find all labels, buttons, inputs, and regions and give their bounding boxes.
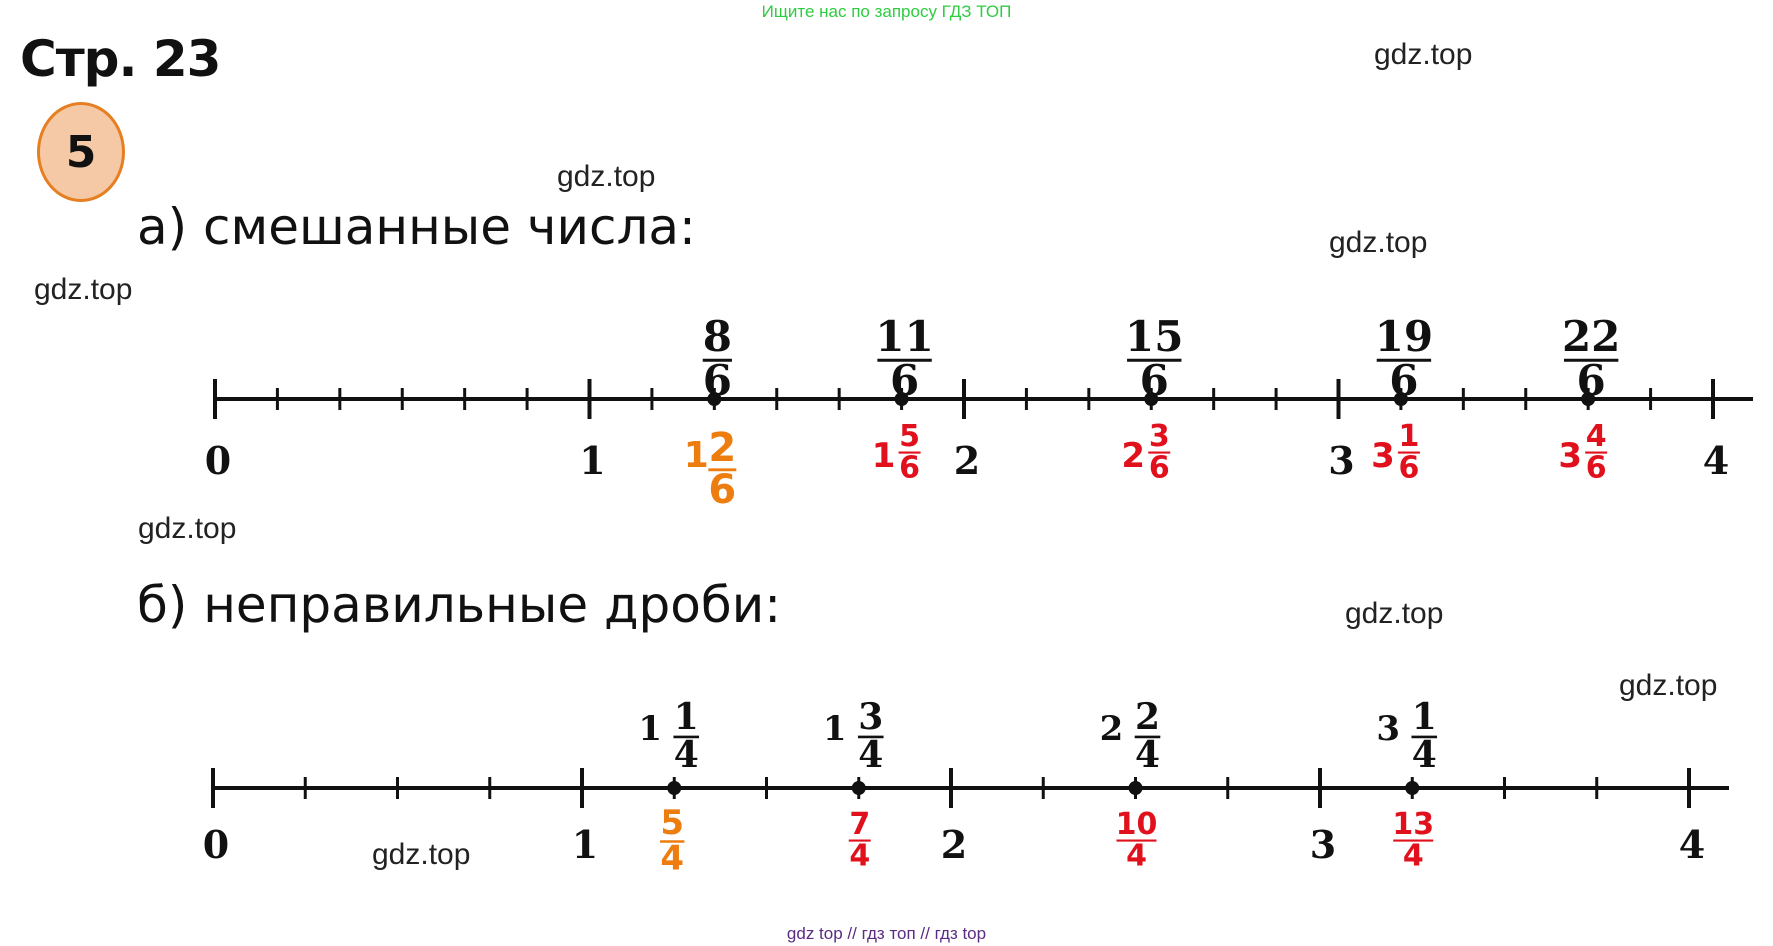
line-b-improper-fraction-denominator: 4 xyxy=(1403,839,1424,874)
line-a-mixed-whole: 1 xyxy=(872,436,896,476)
line-a-point xyxy=(707,392,722,406)
line-a-mixed-whole: 3 xyxy=(1371,436,1395,476)
line-a-improper-fraction-numerator: 15 xyxy=(1125,312,1183,361)
task-number-badge: 5 xyxy=(37,102,125,202)
line-a-axis-label: 1 xyxy=(579,438,605,483)
line-b-axis-label: 4 xyxy=(1679,822,1705,867)
line-b-improper-fraction-denominator: 4 xyxy=(1126,839,1147,874)
line-b-mixed-whole: 1 xyxy=(823,709,847,749)
line-a-improper-fraction-numerator: 19 xyxy=(1375,312,1433,361)
line-a-mixed-fraction-numerator: 3 xyxy=(1149,419,1170,454)
line-a-mixed-fraction-denominator: 6 xyxy=(708,467,736,513)
line-b-mixed-fraction-numerator: 1 xyxy=(674,696,699,738)
line-b-mixed-whole: 3 xyxy=(1376,709,1400,749)
line-b-point xyxy=(1128,781,1143,795)
line-a-axis-label: 3 xyxy=(1328,438,1354,483)
line-b-axis-label: 3 xyxy=(1310,822,1336,867)
line-a-improper-fraction-denominator: 6 xyxy=(703,356,732,405)
line-b-mixed-fraction-numerator: 3 xyxy=(858,696,883,738)
line-b-mixed-fraction-denominator: 4 xyxy=(1135,734,1160,776)
line-b-improper-fraction-numerator: 5 xyxy=(660,803,684,843)
line-a-mixed-whole: 3 xyxy=(1558,436,1582,476)
part-a-heading: а) смешанные числа: xyxy=(137,198,696,256)
line-a-mixed-fraction-numerator: 4 xyxy=(1586,419,1607,454)
line-a-mixed-fraction-numerator: 1 xyxy=(1398,419,1419,454)
line-b-mixed-whole: 1 xyxy=(638,709,662,749)
line-a-axis-label: 4 xyxy=(1703,438,1729,483)
line-a-point xyxy=(894,392,909,406)
line-a-point xyxy=(1144,392,1159,406)
line-a-improper-fraction-denominator: 6 xyxy=(1389,356,1418,405)
line-a-mixed-whole: 1 xyxy=(684,435,709,476)
line-a-improper-fraction-denominator: 6 xyxy=(1577,356,1606,405)
line-b-axis-label: 0 xyxy=(203,822,229,867)
line-b-point xyxy=(667,781,682,795)
line-b-point xyxy=(1405,781,1420,795)
part-b-heading: б) неправильные дроби: xyxy=(137,576,782,634)
line-a-improper-fraction-numerator: 11 xyxy=(875,312,933,361)
line-a-mixed-whole: 2 xyxy=(1121,436,1145,476)
line-a-mixed-fraction-denominator: 6 xyxy=(1398,451,1419,486)
line-a-mixed-fraction-denominator: 6 xyxy=(1586,451,1607,486)
line-a-mixed-fraction-numerator: 5 xyxy=(899,419,920,454)
line-b-mixed-fraction-numerator: 2 xyxy=(1135,696,1160,738)
line-b-improper-fraction-numerator: 7 xyxy=(849,807,870,842)
watermark: gdz.top xyxy=(372,838,471,871)
watermark: gdz.top xyxy=(557,160,656,193)
top-banner: Ищите нас по запросу ГДЗ ТОП xyxy=(761,2,1012,21)
line-b-mixed-fraction-denominator: 4 xyxy=(1412,734,1437,776)
watermark: gdz.top xyxy=(1329,226,1428,259)
line-b-improper-fraction-denominator: 4 xyxy=(660,839,684,879)
line-b-point xyxy=(851,781,866,795)
line-b-axis-label: 2 xyxy=(941,822,967,867)
line-b-mixed-fraction-denominator: 4 xyxy=(674,734,699,776)
line-b-mixed-whole: 2 xyxy=(1100,709,1124,749)
watermark: gdz.top xyxy=(1374,38,1473,71)
line-b-mixed-fraction-numerator: 1 xyxy=(1412,696,1437,738)
line-a-point xyxy=(1393,392,1408,406)
line-a-axis-label: 0 xyxy=(205,438,231,483)
line-a-mixed-fraction-denominator: 6 xyxy=(1149,451,1170,486)
footer-watermark: gdz top // гдз топ // гдз top xyxy=(786,924,987,943)
line-a-improper-fraction-numerator: 8 xyxy=(703,312,732,361)
watermark: gdz.top xyxy=(1619,669,1718,702)
line-b-mixed-fraction-denominator: 4 xyxy=(858,734,883,776)
line-b-axis-label: 1 xyxy=(572,822,598,867)
line-b-improper-fraction-denominator: 4 xyxy=(849,839,870,874)
line-b-improper-fraction-numerator: 10 xyxy=(1116,807,1158,842)
line-a-mixed-fraction-denominator: 6 xyxy=(899,451,920,486)
line-a-mixed-fraction-numerator: 2 xyxy=(708,425,736,471)
line-b-improper-fraction-numerator: 13 xyxy=(1392,807,1434,842)
line-a-point xyxy=(1581,392,1596,406)
watermark: gdz.top xyxy=(1345,597,1444,630)
task-number: 5 xyxy=(65,126,97,178)
line-a-axis-label: 2 xyxy=(954,438,980,483)
page-title: Стр. 23 xyxy=(20,30,221,88)
line-a-improper-fraction-numerator: 22 xyxy=(1562,312,1620,361)
line-a-improper-fraction-denominator: 6 xyxy=(890,356,919,405)
line-a-improper-fraction-denominator: 6 xyxy=(1140,356,1169,405)
watermark: gdz.top xyxy=(34,273,133,306)
watermark: gdz.top xyxy=(138,512,237,545)
